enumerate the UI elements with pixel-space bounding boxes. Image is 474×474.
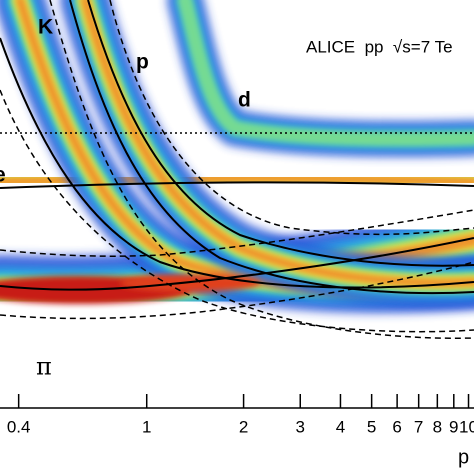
x-tick-label: 1	[142, 417, 151, 436]
x-tick-label: 3	[296, 417, 305, 436]
x-tick-label: 5	[367, 417, 376, 436]
x-tick-label: 9	[449, 417, 458, 436]
x-tick-label: 2	[239, 417, 248, 436]
density-band	[80, 0, 474, 287]
expectation-curves	[0, 0, 474, 339]
particle-label: p	[136, 51, 149, 74]
electron-curve	[0, 181, 474, 189]
x-axis-label: p	[458, 446, 469, 468]
density-band	[177, 0, 474, 147]
x-tick-label: 7	[414, 417, 423, 436]
x-tick-label: 8	[433, 417, 442, 436]
proton-dashed	[109, 0, 474, 236]
particle-label: K	[38, 16, 53, 39]
pion-dashed	[0, 261, 474, 320]
kaon-curve	[0, 37, 474, 289]
kaon-dashed	[0, 89, 474, 333]
particle-label: d	[238, 89, 251, 112]
proton-curve	[69, 0, 474, 295]
particle-label: π	[36, 353, 52, 381]
pion-curve	[0, 237, 474, 291]
x-tick-label: 0.4	[7, 417, 31, 436]
x-tick-label: 6	[392, 417, 401, 436]
particle-label: e	[0, 164, 6, 187]
x-tick-label: 10	[459, 417, 474, 436]
pion-dashed	[0, 209, 474, 257]
proton-dashed	[49, 0, 474, 339]
density-band	[0, 174, 474, 187]
chart-title: ALICE pp √s=7 Te	[306, 37, 453, 56]
x-tick-label: 4	[336, 417, 345, 436]
proton-curve	[87, 0, 474, 267]
